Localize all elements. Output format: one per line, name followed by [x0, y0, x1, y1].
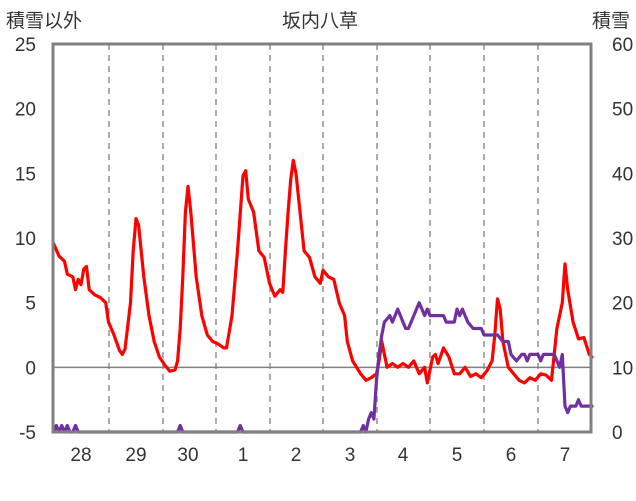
- right-tick-label: 10: [612, 358, 633, 379]
- right-tick-label: 60: [612, 35, 633, 56]
- x-tick-label: 4: [398, 445, 409, 466]
- right-tick-label: 40: [612, 164, 633, 185]
- plot-frame: [51, 42, 593, 434]
- x-tick-label: 5: [452, 445, 463, 466]
- left-tick-label: 5: [25, 294, 36, 315]
- x-tick-label: 7: [560, 445, 571, 466]
- right-tick-label: 20: [612, 294, 633, 315]
- x-tick-label: 28: [70, 445, 91, 466]
- left-axis-label: 積雪以外: [6, 10, 82, 32]
- right-axis-label: 積雪: [592, 10, 630, 32]
- left-tick-label: 10: [15, 229, 36, 250]
- left-tick-label: 20: [15, 100, 36, 121]
- left-tick-label: 0: [25, 358, 36, 379]
- x-tick-label: 1: [238, 445, 249, 466]
- x-tick-label: 6: [506, 445, 517, 466]
- chart-title: 坂内八草: [282, 10, 358, 32]
- left-tick-label: 25: [15, 35, 36, 56]
- right-axis-ticks: 60 50 40 30 20 10 0: [612, 35, 633, 444]
- right-tick-label: 30: [612, 229, 633, 250]
- x-tick-label: 2: [291, 445, 302, 466]
- x-axis-ticks: 28 29 30 1 2 3 4 5 6 7: [70, 445, 570, 466]
- x-tick-label: 3: [345, 445, 356, 466]
- x-tick-label: 30: [177, 445, 198, 466]
- x-tick-label: 29: [125, 445, 146, 466]
- right-tick-label: 0: [612, 423, 623, 444]
- right-tick-label: 50: [612, 100, 633, 121]
- series-line-1: [51, 158, 594, 385]
- left-tick-label: 15: [15, 164, 36, 185]
- left-axis-ticks: 25 20 15 10 5 0 -5: [15, 35, 36, 444]
- left-tick-label: -5: [19, 423, 36, 444]
